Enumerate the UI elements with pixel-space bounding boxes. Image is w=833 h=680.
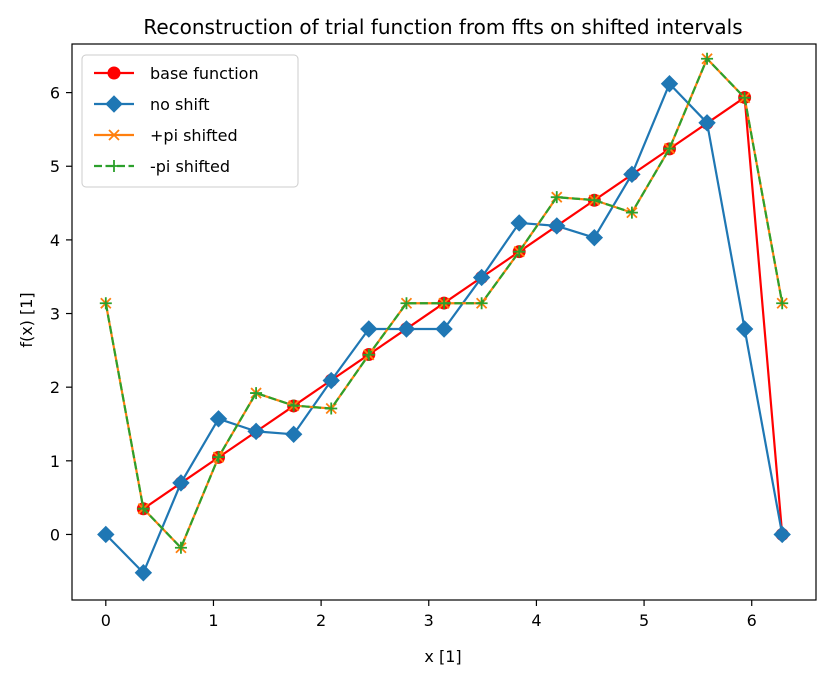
legend-marker (108, 129, 120, 141)
legend-label: +pi shifted (150, 126, 238, 145)
x-tick-label: 5 (639, 611, 649, 630)
data-point (588, 194, 601, 207)
data-point (247, 422, 265, 441)
data-point (134, 564, 153, 582)
data-point (360, 320, 378, 338)
y-tick-label: 4 (50, 231, 60, 250)
legend-marker (107, 66, 121, 80)
x-tick-label: 3 (424, 611, 434, 630)
series-line-0 (142, 96, 784, 535)
legend-label: no shift (150, 95, 210, 114)
data-point (438, 297, 451, 310)
data-point (738, 91, 751, 104)
y-tick-label: 5 (50, 157, 60, 176)
data-point (172, 474, 190, 492)
data-point (472, 268, 491, 287)
series-3 (99, 52, 789, 554)
legend-item: base function (94, 64, 259, 83)
data-point (435, 320, 453, 338)
data-point (513, 245, 526, 258)
data-point (663, 142, 676, 155)
data-point (322, 371, 340, 390)
data-point (510, 214, 528, 232)
x-tick-label: 0 (101, 611, 111, 630)
y-axis-title: f(x) [1] (17, 292, 36, 347)
data-point (773, 525, 791, 544)
legend-marker (108, 160, 120, 172)
data-point (548, 217, 566, 235)
data-point (735, 320, 754, 338)
data-point (623, 165, 641, 184)
x-axis-title: x [1] (424, 647, 461, 666)
data-point (209, 410, 228, 428)
y-tick-label: 6 (50, 84, 60, 103)
data-point (174, 541, 187, 554)
y-tick-label: 3 (50, 305, 60, 324)
chart-title: Reconstruction of trial function from ff… (143, 15, 742, 39)
data-point (397, 320, 416, 338)
data-point (287, 399, 300, 412)
y-tick-label: 1 (50, 452, 60, 471)
legend-item: -pi shifted (94, 157, 230, 176)
legend-box (81, 54, 299, 188)
y-tick-label: 2 (50, 378, 60, 397)
data-point (585, 228, 604, 247)
legend: base function no shift +pi shifted -pi shif… (81, 54, 299, 188)
data-point (250, 387, 263, 400)
x-tick-label: 2 (316, 611, 326, 630)
data-point (698, 114, 716, 132)
x-tick-label: 1 (208, 611, 218, 630)
x-tick-label: 6 (747, 611, 757, 630)
data-point (137, 502, 150, 515)
data-point (212, 451, 225, 464)
data-point (99, 297, 112, 310)
legend-label: -pi shifted (150, 157, 230, 176)
data-point (625, 206, 638, 219)
data-point (550, 191, 563, 204)
data-point (701, 52, 714, 65)
data-point (325, 402, 338, 415)
data-point (362, 348, 375, 361)
x-tick-label: 4 (531, 611, 541, 630)
data-point (400, 297, 413, 310)
data-point (475, 297, 488, 310)
axes-frame (71, 43, 817, 601)
y-tick-label: 0 (50, 525, 60, 544)
data-point (776, 297, 789, 310)
data-point (284, 425, 303, 444)
legend-item: no shift (94, 95, 210, 114)
legend-marker (105, 95, 123, 113)
series-1 (97, 75, 791, 582)
data-point (660, 75, 679, 93)
legend-label: base function (150, 64, 259, 83)
data-point (97, 525, 115, 544)
plot-area: 0 1 2 3 4 5 6 0 1 2 3 4 5 6 (50, 43, 817, 630)
legend-item: +pi shifted (94, 126, 238, 145)
